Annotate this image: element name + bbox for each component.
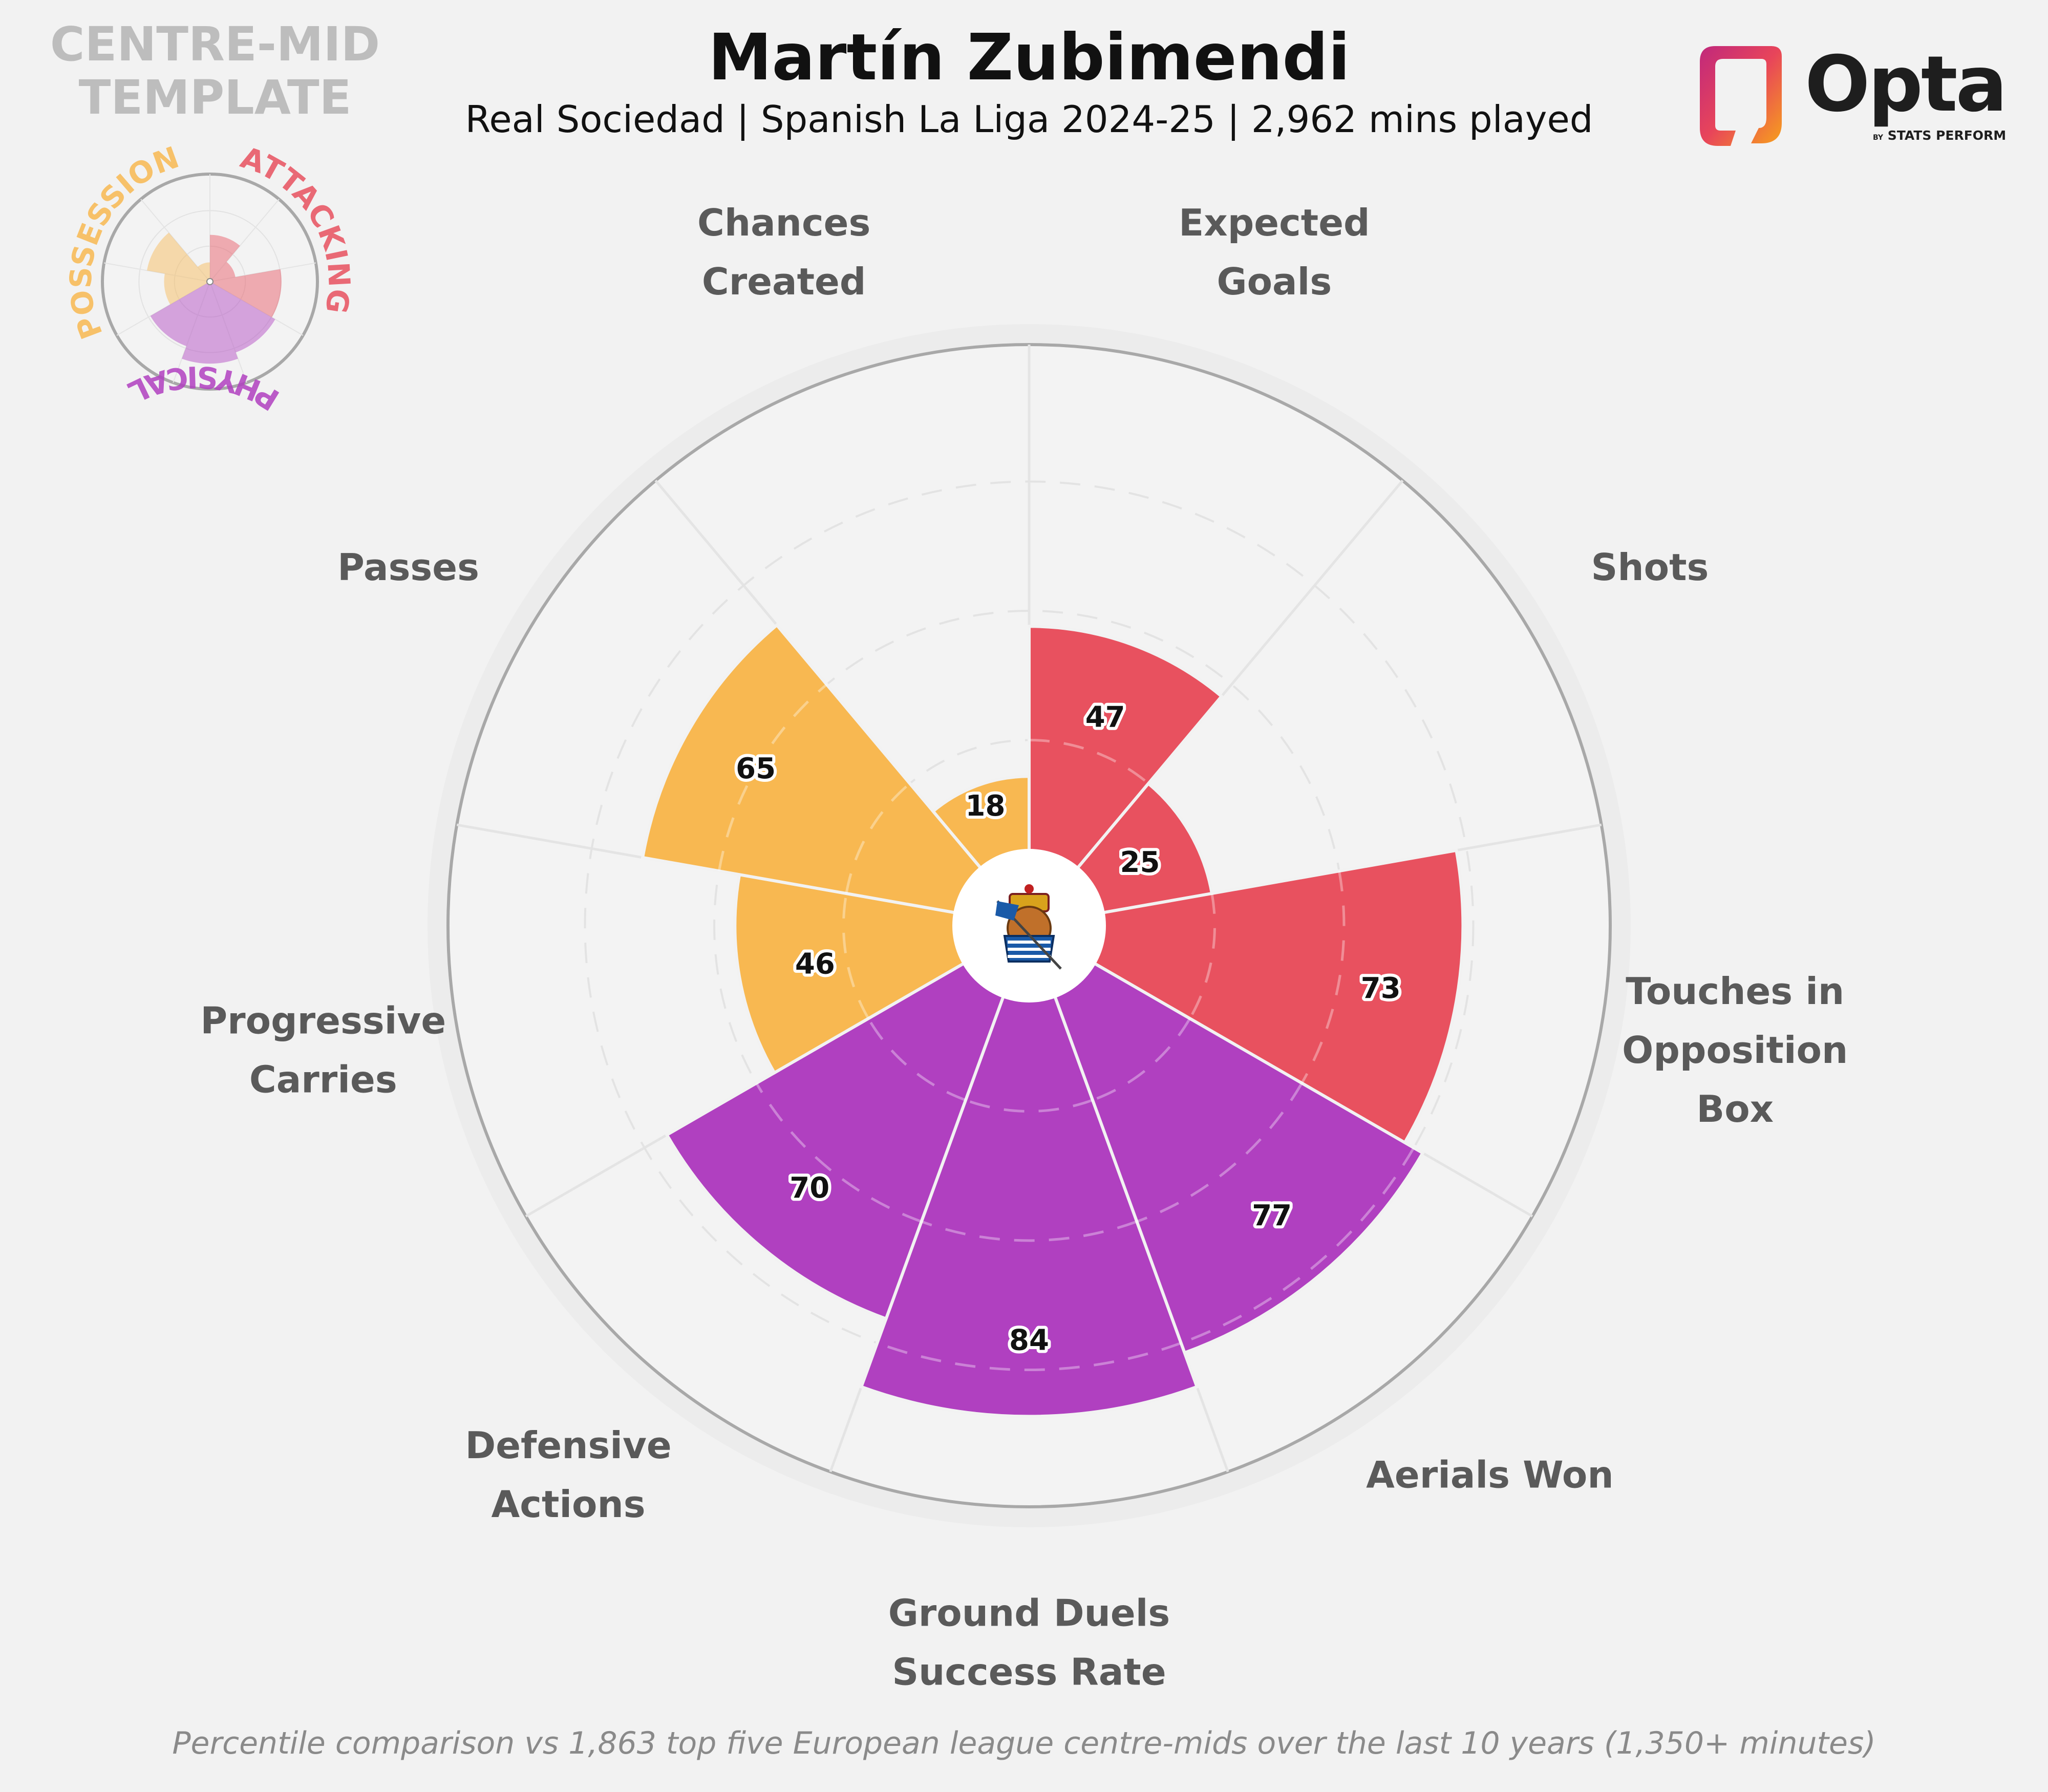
chart-subtitle: Real Sociedad | Spanish La Liga 2024-25 …: [465, 98, 1593, 141]
opta-logo-tagline: BY STATS PERFORM: [1873, 128, 2006, 143]
bar-gridline: [755, 1082, 922, 1223]
mini-wheel-center: [206, 278, 214, 285]
mini-wheel-spoke: [209, 281, 304, 336]
value-label: 47: [1085, 701, 1125, 734]
metric-label: Touches in Opposition Box: [1622, 970, 1848, 1130]
mini-bar-possession: [164, 273, 208, 305]
metric-label: Aerials Won: [1366, 1453, 1614, 1496]
metric-label-line: Defensive: [465, 1424, 671, 1467]
bar-gridline: [921, 1220, 1138, 1242]
chart-title: Martín Zubimendi: [708, 20, 1350, 95]
metric-label: Shots: [1591, 546, 1709, 589]
metric-label: Progressive Carries: [200, 999, 446, 1101]
mini-wheel-spoke: [116, 281, 210, 336]
club-crest-icon: [995, 884, 1062, 970]
mini-wheel-spoke: [209, 199, 280, 282]
metric-label: Passes: [337, 546, 479, 589]
opta-logo-mark: [1700, 46, 1782, 146]
value-label: 65: [736, 752, 776, 785]
value-label: 73: [1361, 972, 1401, 1005]
value-label: 70: [790, 1171, 829, 1205]
mini-bar-physical: [182, 283, 238, 364]
mini-wheel-spoke: [104, 262, 210, 282]
metric-label-line: Actions: [492, 1483, 646, 1526]
metric-label-line: Aerials Won: [1366, 1453, 1614, 1496]
template-label-line2: TEMPLATE: [78, 70, 352, 125]
metric-label-line: Passes: [337, 546, 479, 589]
opta-logo-stats-perform: STATS PERFORM: [1887, 128, 2007, 143]
metric-label: Ground Duels Success Rate: [888, 1592, 1170, 1694]
metric-label-line: Shots: [1591, 546, 1709, 589]
bar-gridline: [1029, 739, 1149, 785]
bar-gridline: [1136, 1082, 1303, 1223]
value-label: 84: [1009, 1324, 1049, 1357]
metric-label-line: Success Rate: [892, 1651, 1166, 1694]
bar-gridline: [842, 893, 870, 1019]
value-label: 25: [1120, 846, 1160, 879]
metric-label-line: Chances: [697, 201, 870, 244]
bar-gridline: [965, 1099, 1093, 1113]
mini-bar-physical: [210, 283, 275, 353]
opta-logo: Opta BY STATS PERFORM: [1695, 36, 2043, 159]
bar-gridline: [1188, 893, 1216, 1019]
value-label: 77: [1252, 1199, 1292, 1232]
bar-gridline: [1300, 870, 1346, 1084]
template-label: CENTRE-MID TEMPLATE: [31, 18, 399, 124]
bar-gridline: [877, 1341, 1182, 1371]
metric-label: Chances Created: [697, 201, 870, 303]
metric-label-line: Box: [1696, 1087, 1774, 1130]
bar-gridline: [1180, 1147, 1415, 1345]
value-label: 18: [966, 790, 1006, 823]
mini-wheel-spoke: [140, 199, 210, 282]
value-label: 46: [795, 948, 835, 981]
opta-logo-word: Opta: [1805, 40, 2008, 129]
footnote: Percentile comparison vs 1,863 top five …: [172, 1725, 1876, 1761]
template-label-line1: CENTRE-MID: [50, 17, 380, 72]
mini-wheel-spoke: [209, 281, 247, 383]
bar-gridline: [717, 683, 828, 871]
metric-label-line: Progressive: [200, 999, 446, 1042]
mini-bar-possession: [146, 232, 209, 282]
metric-label-line: Opposition: [1622, 1029, 1848, 1072]
opta-logo-by: BY: [1873, 134, 1884, 142]
mini-bar-attacking: [211, 262, 236, 282]
bar-gridline: [1092, 1017, 1191, 1101]
mini-bar-attacking: [211, 269, 282, 317]
crest-crown-jewel: [1025, 884, 1034, 893]
mini-wheel-spoke: [209, 262, 316, 282]
mini-bar-physical: [150, 283, 209, 347]
metric-label-line: Expected: [1179, 201, 1370, 244]
metric-label-line: Goals: [1217, 260, 1332, 303]
bar-gridline: [867, 1017, 966, 1101]
metric-label-line: Ground Duels: [888, 1592, 1170, 1635]
metric-label-line: Created: [702, 260, 866, 303]
crest-flag: [995, 901, 1019, 921]
mini-bar-attacking: [210, 234, 240, 280]
metric-label-line: Touches in: [1626, 970, 1844, 1013]
metric-label: Defensive Actions: [465, 1424, 671, 1526]
mini-bar-possession: [197, 262, 210, 280]
bar-gridline: [845, 782, 911, 894]
mini-wheel-spoke: [173, 281, 210, 383]
metric-label: Expected Goals: [1179, 201, 1370, 303]
metric-label-line: Carries: [249, 1058, 397, 1101]
